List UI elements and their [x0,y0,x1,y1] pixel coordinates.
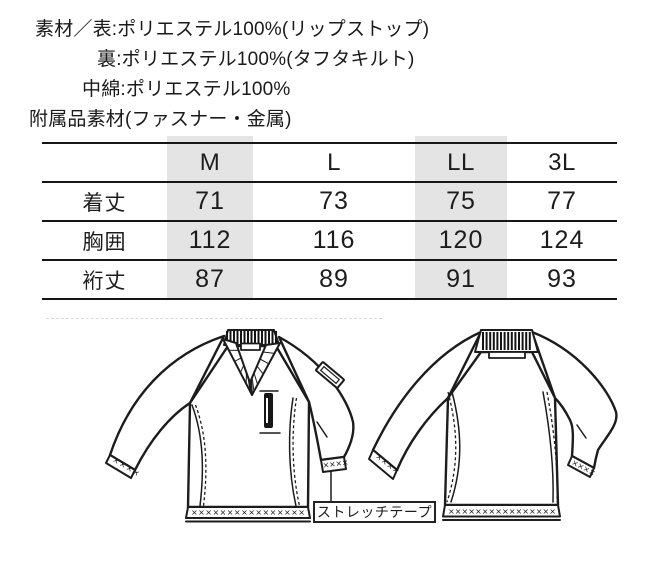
garment-back-drawing: ×××××××××××××××× ×××× ×××× [368,329,618,521]
cell-value: 91 [415,259,507,300]
front-collar [222,329,281,396]
back-hem-band: ×××××××××××××××× [442,504,561,521]
callout-label: ストレッチテープ [316,504,433,520]
row-label: 胸囲 [42,220,167,260]
column-header-ll: LL [415,142,507,182]
hem-stitch-row: ×××××××××××××××× [191,508,305,517]
column-header-3l: 3L [507,142,617,182]
material-line-padding: 中綿:ポリエステル100% [82,79,291,100]
collar-facing [488,351,526,359]
corner-cell [42,142,167,182]
back-collar [474,329,539,359]
cuff-stitch-row: ×××× [322,458,349,470]
column-header-l: L [253,142,415,182]
table-row-sleeve-length: 裄丈 87 89 91 93 [42,259,617,300]
cell-value: 77 [507,181,617,221]
size-table: M L LL 3L 着丈 71 73 75 77 胸囲 112 116 [42,136,617,302]
front-hem-band: ×××××××××××××××× [185,506,311,523]
v-neck-trim-right [250,342,281,396]
header-row: M L LL 3L [42,142,617,182]
column-header-m: M [167,142,253,182]
cell-value: 124 [507,220,617,260]
hem-stitch-row: ×××××××××××××××× [448,507,556,516]
cell-value: 112 [167,220,253,260]
row-label: 着丈 [42,181,167,221]
cell-value: 73 [253,181,415,221]
material-line-accessories: 附属品素材(ファスナー・金属) [29,109,292,130]
cell-value: 87 [167,259,253,300]
size-spec-table: M L LL 3L 着丈 71 73 75 77 胸囲 112 116 [42,142,617,300]
divider-dashed-line [46,318,382,319]
cell-value: 116 [253,220,415,260]
cell-value: 75 [415,181,507,221]
stretch-tape-callout: ストレッチテープ [313,501,436,523]
front-cuffs: ×××× ×××× [105,454,349,479]
material-line-outer: 素材／表:ポリエステル100%(リップストップ) [35,19,430,40]
hanger-loop [240,342,261,351]
back-right-sleeve [530,330,618,470]
back-side-seams [446,391,587,503]
garment-diagram: ×××××××××××××××× ×××× ×××× [105,329,618,523]
chest-zipper [259,390,281,434]
sleeve-patch [315,361,345,389]
cell-value: 120 [415,220,507,260]
back-body [443,350,560,507]
cell-value: 93 [507,259,617,300]
v-neck-trim-left [222,338,253,396]
row-label: 裄丈 [42,259,167,300]
garment-front-drawing: ×××××××××××××××× ×××× ×××× [105,329,355,523]
front-side-seams [191,397,328,507]
table-row-chest: 胸囲 112 116 120 124 [42,220,617,260]
material-line-lining: 裏:ポリエステル100%(タフタキルト) [97,49,415,70]
cell-value: 71 [167,181,253,221]
cell-value: 89 [253,259,415,300]
table-row-body-length: 着丈 71 73 75 77 [42,181,617,221]
